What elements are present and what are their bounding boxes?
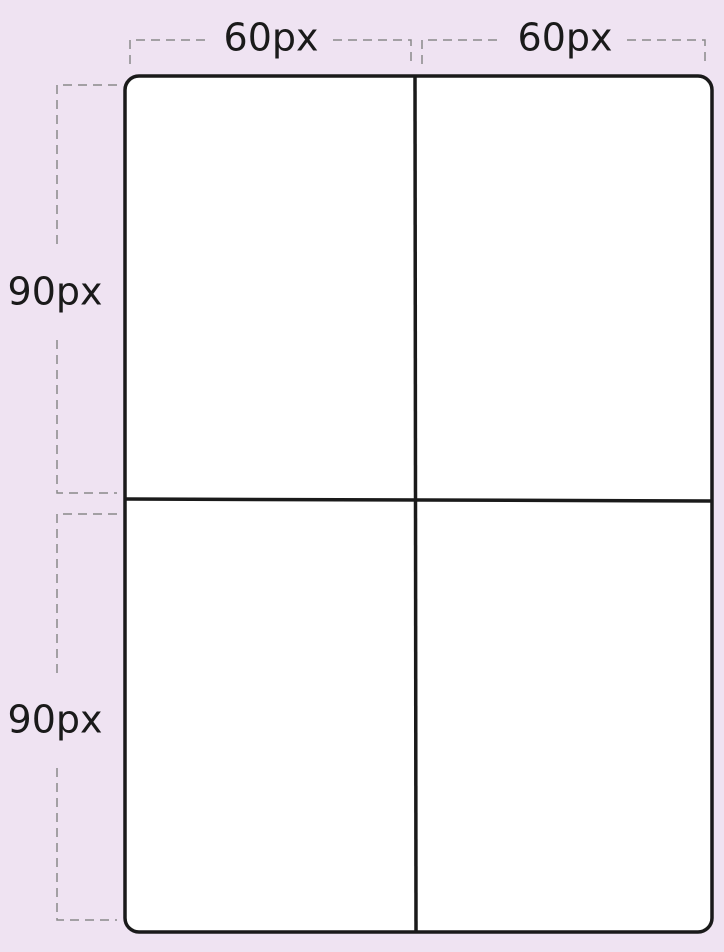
column-dimension: [129, 39, 412, 64]
row-dimension: [56, 513, 117, 921]
column-divider: [413, 75, 418, 933]
grid-container: [123, 74, 714, 934]
column-label: 60px: [224, 16, 319, 60]
row-label: 90px: [8, 270, 103, 314]
row-dimension: [56, 84, 117, 494]
column-dimension: [421, 39, 706, 64]
column-label: 60px: [518, 16, 613, 60]
row-divider: [124, 497, 713, 503]
row-label: 90px: [8, 698, 103, 742]
